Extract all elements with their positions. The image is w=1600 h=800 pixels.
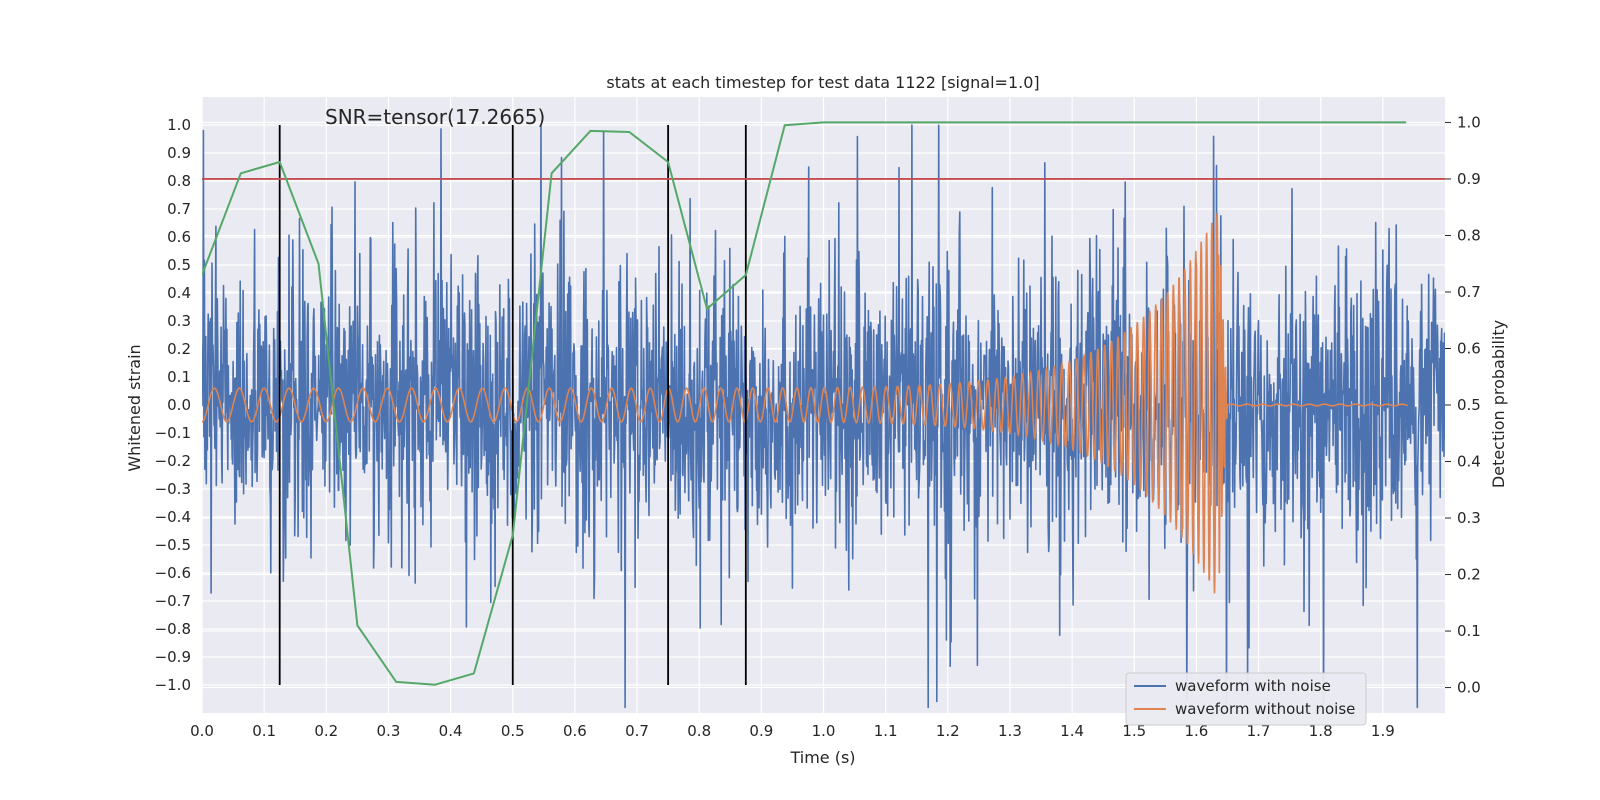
series-waveform-without-noise bbox=[202, 213, 1408, 594]
x-axis-ticks: 0.0 0.1 0.2 0.3 0.4 0.5 0.6 0.7 0.8 0.9 1.0 1.1 1.2 1… bbox=[190, 722, 1395, 740]
x-tick-label: 0.5 bbox=[501, 722, 525, 740]
noisy-waveform-line bbox=[202, 124, 1445, 709]
x-axis-label: Time (s) bbox=[789, 748, 855, 767]
legend: waveform with noise waveform without noi… bbox=[1125, 672, 1367, 726]
x-tick-label: 0.7 bbox=[625, 722, 649, 740]
x-tick-label: 0.6 bbox=[563, 722, 587, 740]
x-tick-label: 1.3 bbox=[998, 722, 1022, 740]
x-tick-label: 0.2 bbox=[314, 722, 338, 740]
x-tick-label: 0.3 bbox=[377, 722, 401, 740]
y-tick-label: −0.7 bbox=[155, 592, 191, 610]
x-tick-label: 0.8 bbox=[687, 722, 711, 740]
x-tick-label: 0.0 bbox=[190, 722, 214, 740]
series-waveform-with-noise bbox=[202, 124, 1445, 709]
y-tick-label: 0.5 bbox=[167, 256, 191, 274]
legend-label-noisy: waveform with noise bbox=[1175, 677, 1331, 695]
x-tick-label: 1.8 bbox=[1309, 722, 1333, 740]
y-tick-label: 0.0 bbox=[167, 396, 191, 414]
chart-title: stats at each timestep for test data 112… bbox=[606, 73, 1039, 92]
y-tick-label: −0.3 bbox=[155, 480, 191, 498]
y2-tick-label: 0.9 bbox=[1457, 170, 1481, 188]
y-tick-label: 0.8 bbox=[167, 172, 191, 190]
x-tick-label: 1.1 bbox=[874, 722, 898, 740]
vertical-markers bbox=[278, 125, 747, 685]
y2-tick-label: 0.5 bbox=[1457, 396, 1481, 414]
y-tick-label: −1.0 bbox=[155, 676, 191, 694]
y-axis-ticks: 1.0 0.9 0.8 0.7 0.6 0.5 0.4 0.3 0.2 0.1 0.0 −0.1 −0.… bbox=[155, 116, 191, 694]
plot-content bbox=[202, 121, 1445, 709]
y-tick-label: −0.4 bbox=[155, 508, 191, 526]
y-tick-label: 0.2 bbox=[167, 340, 191, 358]
y2-tick-label: 0.7 bbox=[1457, 283, 1481, 301]
x-tick-label: 1.5 bbox=[1122, 722, 1146, 740]
y2-tick-label: 0.6 bbox=[1457, 339, 1481, 357]
y-tick-label: −0.8 bbox=[155, 620, 191, 638]
x-tick-label: 1.2 bbox=[936, 722, 960, 740]
y2-tick-label: 0.3 bbox=[1457, 509, 1481, 527]
y2-axis-ticks: 1.0 0.9 0.8 0.7 0.6 0.5 0.4 0.3 0.2 0.1 0.0 bbox=[1445, 113, 1481, 697]
y-tick-label: 0.1 bbox=[167, 368, 191, 386]
y2-tick-label: 0.4 bbox=[1457, 453, 1481, 471]
x-tick-label: 0.9 bbox=[749, 722, 773, 740]
snr-annotation: SNR=tensor(17.2665) bbox=[325, 105, 545, 129]
detection-probability-line bbox=[202, 121, 1407, 686]
x-tick-label: 0.4 bbox=[439, 722, 463, 740]
x-tick-label: 1.0 bbox=[812, 722, 836, 740]
y-tick-label: −0.1 bbox=[155, 424, 191, 442]
y-tick-label: 0.4 bbox=[167, 284, 191, 302]
series-detection-probability bbox=[202, 121, 1407, 686]
y-tick-label: 0.3 bbox=[167, 312, 191, 330]
x-tick-label: 1.7 bbox=[1247, 722, 1271, 740]
y-tick-label: 0.6 bbox=[167, 228, 191, 246]
y-tick-label: −0.2 bbox=[155, 452, 191, 470]
y2-tick-label: 0.2 bbox=[1457, 566, 1481, 584]
x-tick-label: 0.1 bbox=[252, 722, 276, 740]
y2-tick-label: 1.0 bbox=[1457, 113, 1481, 131]
legend-box bbox=[1125, 672, 1367, 726]
y-tick-label: 0.9 bbox=[167, 144, 191, 162]
y2-tick-label: 0.1 bbox=[1457, 622, 1481, 640]
y-tick-label: −0.6 bbox=[155, 564, 191, 582]
y-tick-label: 0.7 bbox=[167, 200, 191, 218]
y2-tick-label: 0.8 bbox=[1457, 226, 1481, 244]
y2-tick-label: 0.0 bbox=[1457, 679, 1481, 697]
y-tick-label: −0.9 bbox=[155, 648, 191, 666]
y-tick-label: 1.0 bbox=[167, 116, 191, 134]
x-tick-label: 1.9 bbox=[1371, 722, 1395, 740]
y2-axis-label: Detection probability bbox=[1489, 320, 1508, 488]
legend-label-chirp: waveform without noise bbox=[1175, 700, 1355, 718]
x-tick-label: 1.4 bbox=[1060, 722, 1084, 740]
y-tick-label: −0.5 bbox=[155, 536, 191, 554]
y-axis-label: Whitened strain bbox=[125, 344, 144, 471]
clean-waveform-line bbox=[202, 213, 1408, 594]
x-tick-label: 1.6 bbox=[1184, 722, 1208, 740]
